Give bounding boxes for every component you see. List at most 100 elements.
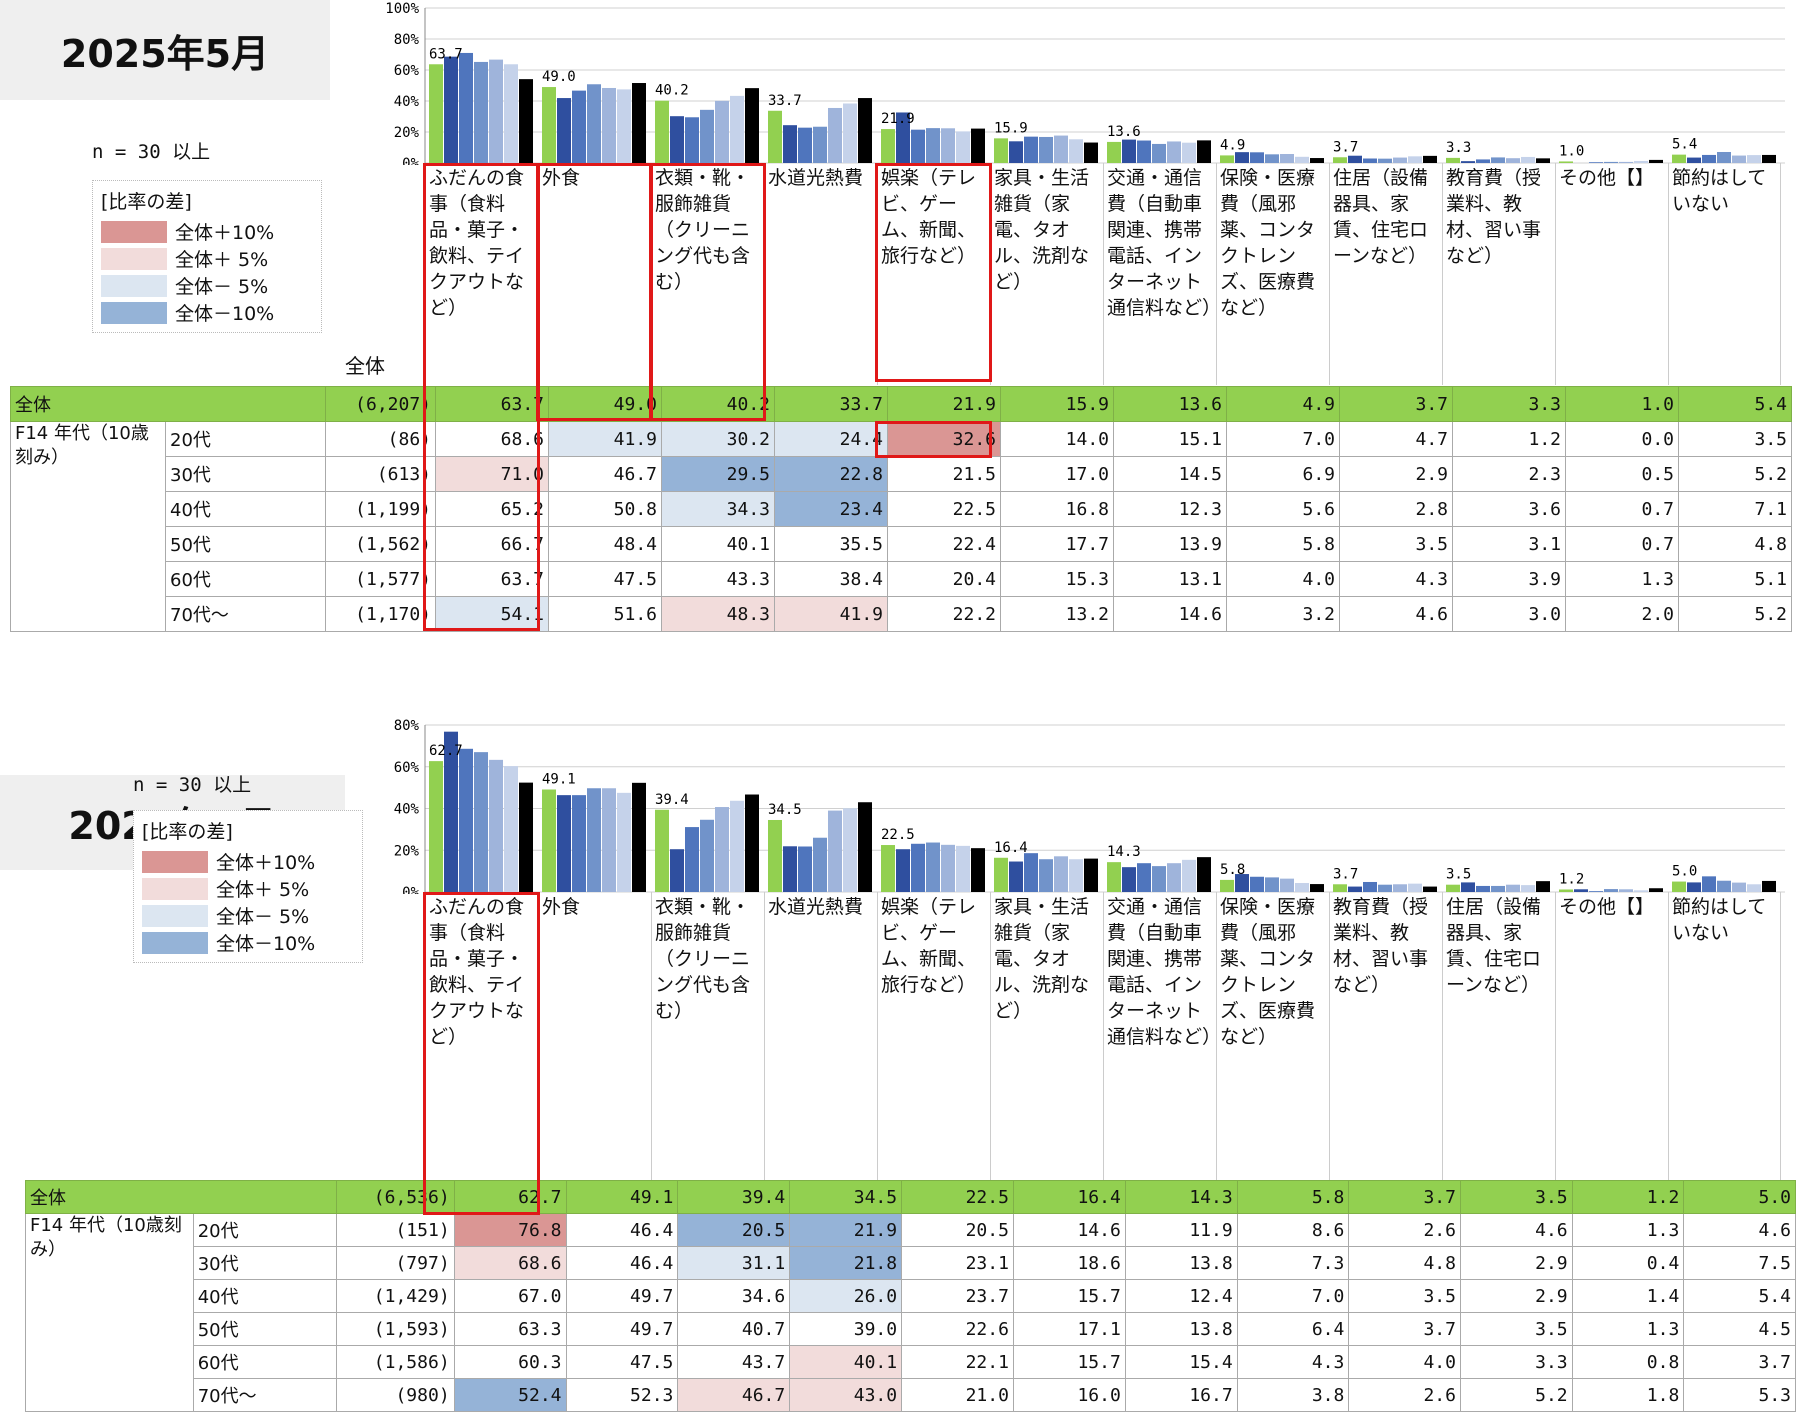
category-header: 節約はしていない — [1668, 163, 1781, 385]
bar-age-group — [1250, 876, 1264, 892]
category-header: 娯楽（テレビ、ゲーム、新聞、旅行など） — [877, 892, 990, 1180]
y-tick-label: 60% — [394, 760, 420, 776]
bar-age-group — [1378, 884, 1392, 892]
legend-item-label: 全体＋10% — [175, 222, 275, 244]
bar-age-group — [572, 795, 586, 892]
table-cell: 5.6 — [1226, 491, 1340, 527]
table-cell: 3.7 — [1348, 1180, 1461, 1214]
table-row: 60代 (1,577) 63.7 47.5 43.3 38.4 20.4 15.3 13.1 4.… — [11, 561, 1792, 597]
table-row-total: 全体 (6,536) 62.7 49.1 39.4 34.5 22.5 16.4 14.3 5.8… — [24, 1180, 1796, 1214]
bar-age-group — [1574, 889, 1588, 892]
bar-age-group — [1461, 161, 1475, 163]
data-label: 33.7 — [768, 93, 802, 109]
table-cell: 5.2 — [1678, 596, 1792, 632]
data-label: 5.4 — [1672, 137, 1697, 153]
bar-age-group — [1604, 161, 1618, 163]
table-cell: 24.4 — [774, 421, 888, 457]
bar-age-group — [504, 766, 518, 892]
category-header: ふだんの食事（食料品・菓子・飲料、テイクアウトなど） — [425, 163, 538, 385]
row-label: 20代 — [192, 1213, 338, 1247]
table-cell: 22.8 — [774, 456, 888, 492]
legend-item: 全体＋10% — [101, 218, 313, 245]
table-row: 40代 (1,199) 65.2 50.8 34.3 23.4 22.5 16.8 12.3 5.… — [11, 491, 1792, 527]
bar-age-group — [911, 129, 925, 163]
bar-age-group — [1687, 157, 1701, 163]
table-cell: 26.0 — [789, 1279, 903, 1313]
row-n: (6,207) — [325, 386, 436, 422]
table-cell: 4.6 — [1339, 596, 1453, 632]
bar-age-group — [745, 794, 759, 892]
bar-age-group — [700, 109, 714, 163]
table-row: F14 年代（10歳刻み） 20代 (86) 68.6 41.9 30.2 24.4 32.6… — [10, 421, 1792, 632]
bar-age-group — [1295, 156, 1309, 163]
table-cell: 1.0 — [1565, 386, 1679, 422]
table-cell: 3.8 — [1236, 1378, 1350, 1412]
row-n: (1,577) — [325, 561, 436, 597]
row-label: 全体 — [10, 386, 326, 422]
bar-age-group — [557, 98, 571, 163]
table-cell: 14.6 — [1012, 1213, 1126, 1247]
table-cell: 23.7 — [901, 1279, 1014, 1313]
y-tick-label: 20% — [394, 125, 420, 141]
table-cell: 5.4 — [1683, 1279, 1796, 1313]
table-cell: 17.7 — [1000, 526, 1114, 562]
bar-age-group — [783, 846, 797, 892]
group-label: F14 年代（10歳刻み） — [25, 1213, 194, 1412]
table-cell: 15.4 — [1124, 1345, 1238, 1379]
table-cell: 68.6 — [435, 421, 549, 457]
y-tick-label: 100% — [385, 1, 419, 17]
bar-age-group — [941, 128, 955, 163]
table-cell: 3.5 — [1459, 1180, 1573, 1214]
bar-total — [1559, 889, 1573, 892]
table-cell: 5.4 — [1678, 386, 1792, 422]
table-cell: 41.9 — [548, 421, 662, 457]
table-cell: 7.0 — [1236, 1279, 1350, 1313]
table-cell: 0.7 — [1565, 491, 1679, 527]
bar-age-group — [519, 79, 533, 163]
data-label: 34.5 — [768, 802, 802, 818]
bar-age-group — [813, 126, 827, 163]
bar-age-group — [1619, 889, 1633, 892]
bar-age-group — [617, 792, 631, 892]
legend-item-label: 全体－ 5% — [175, 276, 269, 298]
table-cell: 63.3 — [453, 1312, 567, 1346]
table-cell: 23.4 — [774, 491, 888, 527]
bar-age-group — [1152, 866, 1166, 892]
data-label: 1.2 — [1559, 871, 1584, 887]
bar-age-group — [489, 59, 503, 163]
bar-age-group — [745, 88, 759, 163]
table-cell: 51.6 — [548, 596, 662, 632]
table-cell: 2.9 — [1339, 456, 1453, 492]
bar-age-group — [685, 827, 699, 892]
bar-age-group — [1506, 884, 1520, 892]
bar-age-group — [858, 98, 872, 163]
table-cell: 7.3 — [1236, 1246, 1350, 1280]
row-n: (1,170) — [325, 596, 436, 632]
category-header: 外食 — [538, 163, 651, 385]
bar-age-group — [1137, 140, 1151, 163]
table-cell: 43.3 — [661, 561, 775, 597]
bar-age-group — [1295, 883, 1309, 892]
table-row: 50代 (1,562) 66.7 48.4 40.1 35.5 22.4 17.7 13.9 5.… — [11, 526, 1792, 562]
table-cell: 20.5 — [901, 1213, 1014, 1247]
data-label: 14.3 — [1107, 844, 1141, 860]
table-cell: 4.0 — [1226, 561, 1340, 597]
bar-total — [1333, 884, 1347, 892]
row-label: 50代 — [165, 526, 326, 562]
legend-swatch — [142, 931, 208, 954]
data-label: 3.5 — [1446, 867, 1471, 883]
table-cell: 4.6 — [1459, 1213, 1573, 1247]
table-cell: 4.8 — [1348, 1246, 1461, 1280]
table-cell: 14.3 — [1124, 1180, 1238, 1214]
year-label: 2025年5月 — [0, 0, 330, 100]
row-n: (1,562) — [325, 526, 436, 562]
bar-age-group — [971, 848, 985, 892]
table-cell: 43.7 — [677, 1345, 791, 1379]
table-cell: 46.7 — [677, 1378, 791, 1412]
legend-item-label: 全体－10% — [175, 303, 275, 325]
table-cell: 31.1 — [677, 1246, 791, 1280]
legend-item: 全体＋ 5% — [142, 875, 354, 902]
bar-age-group — [971, 128, 985, 163]
data-label: 15.9 — [994, 120, 1028, 136]
table-row: F14 年代（10歳刻み） 20代 (151) 76.8 46.4 20.5 21.9 20.… — [25, 1213, 1796, 1412]
